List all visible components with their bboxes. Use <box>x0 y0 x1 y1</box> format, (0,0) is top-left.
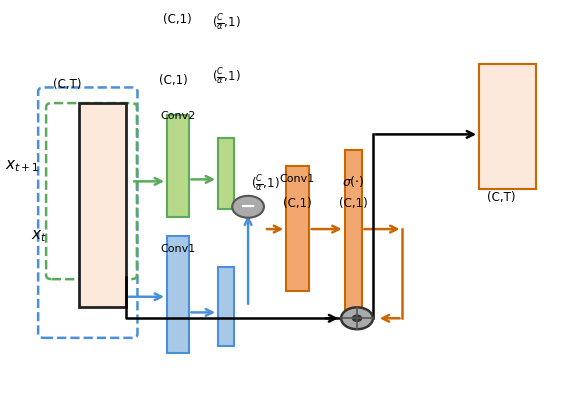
Text: Conv1: Conv1 <box>280 173 315 184</box>
FancyBboxPatch shape <box>218 138 234 209</box>
Text: ($\frac{C}{\alpha}$,1): ($\frac{C}{\alpha}$,1) <box>212 67 241 87</box>
FancyBboxPatch shape <box>167 115 188 217</box>
Text: Conv1: Conv1 <box>160 244 195 254</box>
Text: (C,1): (C,1) <box>164 13 192 26</box>
Text: (C,T): (C,T) <box>53 78 82 91</box>
FancyBboxPatch shape <box>79 103 126 307</box>
Text: (C,1): (C,1) <box>283 197 312 210</box>
FancyBboxPatch shape <box>167 236 188 353</box>
Circle shape <box>232 196 264 218</box>
Text: $\sigma(\cdot)$: $\sigma(\cdot)$ <box>342 173 364 188</box>
FancyBboxPatch shape <box>218 268 234 346</box>
Circle shape <box>352 315 362 322</box>
FancyBboxPatch shape <box>344 150 362 314</box>
Text: $x_t$: $x_t$ <box>32 228 47 244</box>
Text: Conv2: Conv2 <box>160 111 195 121</box>
Text: (C,1): (C,1) <box>339 197 367 210</box>
Text: $x_{t+1}$: $x_{t+1}$ <box>5 158 40 173</box>
Text: (C,1): (C,1) <box>159 74 188 87</box>
FancyBboxPatch shape <box>479 64 536 189</box>
Text: (C,T): (C,T) <box>487 191 516 204</box>
FancyBboxPatch shape <box>286 166 309 291</box>
Text: −: − <box>240 197 256 216</box>
Text: ($\frac{C}{\alpha}$,1): ($\frac{C}{\alpha}$,1) <box>212 13 241 33</box>
Text: ($\frac{C}{\alpha}$,1): ($\frac{C}{\alpha}$,1) <box>251 173 280 194</box>
Circle shape <box>341 307 373 329</box>
